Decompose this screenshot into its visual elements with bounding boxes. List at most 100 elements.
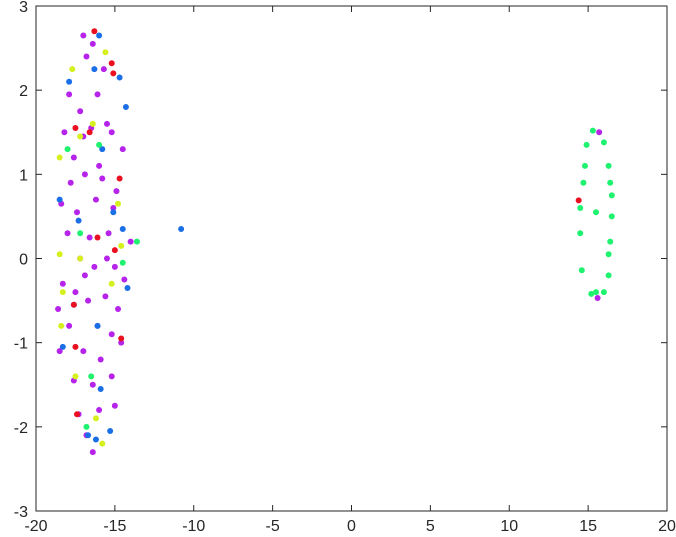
point (56, 154, 63, 161)
point (80, 348, 87, 355)
point (74, 411, 81, 418)
point (77, 230, 84, 237)
point (96, 141, 103, 148)
point (72, 373, 79, 380)
x-tick-label: -20 (24, 518, 47, 535)
point (92, 196, 99, 203)
point (105, 230, 112, 237)
point (588, 290, 595, 297)
point (99, 440, 106, 447)
point (59, 280, 66, 287)
point (605, 162, 612, 169)
x-tick-label: 15 (579, 518, 597, 535)
point (113, 188, 120, 195)
point (605, 272, 612, 279)
point (97, 356, 104, 363)
point (110, 70, 117, 77)
point (72, 289, 79, 296)
y-tick-label: 2 (19, 83, 28, 100)
x-tick-label: -15 (103, 518, 126, 535)
point (89, 449, 96, 456)
point (74, 209, 81, 216)
point (56, 251, 63, 258)
point (108, 331, 115, 338)
point (116, 175, 123, 182)
y-tick-label: 1 (19, 167, 28, 184)
x-tick-label: 0 (347, 518, 356, 535)
point (110, 209, 117, 216)
point (118, 335, 125, 342)
point (83, 53, 90, 60)
point (66, 91, 73, 98)
point (81, 272, 88, 279)
point (96, 162, 103, 169)
point (607, 179, 614, 186)
point (110, 205, 117, 211)
point (91, 66, 98, 73)
point (605, 251, 612, 258)
point (108, 280, 115, 287)
point (83, 423, 90, 430)
point (600, 289, 607, 296)
point (583, 141, 590, 148)
point (608, 192, 615, 199)
point (116, 74, 123, 81)
point (97, 385, 104, 392)
point (99, 175, 106, 182)
point (66, 322, 73, 329)
point (578, 267, 585, 274)
point (75, 217, 82, 224)
point (593, 209, 600, 216)
point (108, 60, 115, 67)
point (72, 125, 79, 132)
point (111, 402, 118, 409)
point (118, 242, 125, 249)
point (72, 343, 79, 350)
point (115, 200, 122, 207)
point (577, 230, 584, 237)
point (121, 276, 128, 283)
point (607, 238, 614, 245)
point (108, 373, 115, 380)
x-tick-label: 20 (658, 518, 676, 535)
x-tick-label: -10 (182, 518, 205, 535)
point (99, 146, 106, 153)
plot-frame (35, 5, 668, 512)
point (70, 154, 77, 161)
point (103, 120, 110, 127)
point (119, 226, 126, 233)
x-tick-label: 10 (500, 518, 518, 535)
y-tick-label: -3 (14, 504, 28, 521)
point (56, 348, 63, 355)
point (56, 196, 63, 203)
point (88, 373, 95, 380)
point (64, 146, 71, 153)
point (77, 108, 84, 115)
point (89, 381, 96, 388)
point (124, 284, 131, 291)
point (92, 415, 99, 422)
point (81, 171, 88, 178)
point (119, 146, 126, 153)
point (59, 289, 66, 296)
point (61, 129, 68, 136)
point (69, 66, 76, 73)
point (86, 129, 93, 136)
point (596, 129, 603, 136)
point (581, 162, 588, 169)
point (575, 197, 582, 204)
point (127, 238, 134, 245)
point (593, 289, 600, 296)
point (70, 301, 77, 308)
point (178, 226, 185, 233)
x-tick-label: -5 (266, 518, 280, 535)
y-tick-label: 0 (19, 252, 28, 269)
point (92, 436, 99, 443)
point (102, 293, 109, 300)
point (67, 179, 74, 186)
point (96, 407, 103, 413)
point (608, 213, 615, 220)
point (77, 255, 84, 262)
